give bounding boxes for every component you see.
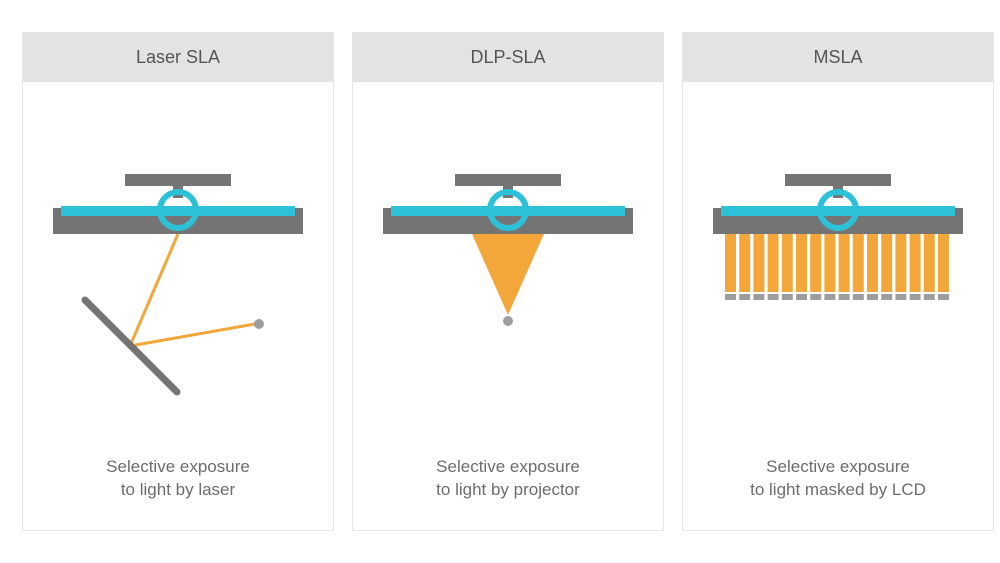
panel-caption: Selective exposure to light by laser <box>23 434 333 530</box>
panel-laser-sla: Laser SLA Selective exposure to light by… <box>22 32 334 531</box>
panel-caption: Selective exposure to light masked by LC… <box>683 434 993 530</box>
caption-line1: Selective exposure <box>766 457 910 476</box>
caption-line2: to light by laser <box>121 480 235 499</box>
diagram-laser-sla <box>23 108 333 408</box>
panel-dlp-sla: DLP-SLA Selective exposure to light by p… <box>352 32 664 531</box>
panel-diagram <box>683 82 993 434</box>
panel-title: MSLA <box>683 33 993 82</box>
diagram-dlp-sla <box>353 108 663 408</box>
panel-diagram <box>23 82 333 434</box>
panel-diagram <box>353 82 663 434</box>
diagram-msla <box>683 108 993 408</box>
panel-caption: Selective exposure to light by projector <box>353 434 663 530</box>
caption-line2: to light masked by LCD <box>750 480 926 499</box>
caption-line2: to light by projector <box>436 480 580 499</box>
panel-msla: MSLA Selective exposure to light masked … <box>682 32 994 531</box>
panel-title: Laser SLA <box>23 33 333 82</box>
caption-line1: Selective exposure <box>436 457 580 476</box>
caption-line1: Selective exposure <box>106 457 250 476</box>
panel-title: DLP-SLA <box>353 33 663 82</box>
